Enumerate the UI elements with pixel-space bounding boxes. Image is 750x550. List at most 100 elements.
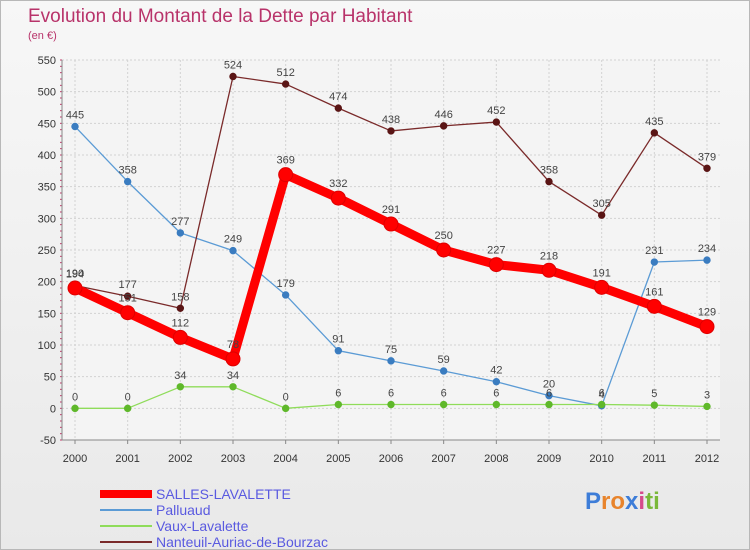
y-tick-label: -50 bbox=[40, 435, 56, 447]
data-label: 250 bbox=[434, 230, 452, 242]
y-tick-label: 450 bbox=[38, 118, 56, 130]
data-point bbox=[387, 357, 395, 365]
data-label: 446 bbox=[434, 109, 452, 121]
data-label: 438 bbox=[382, 114, 400, 126]
data-label: 379 bbox=[698, 151, 716, 163]
data-label: 6 bbox=[335, 388, 341, 400]
data-point bbox=[439, 367, 448, 375]
legend-label: Palluaud bbox=[156, 502, 211, 518]
legend-label: SALLES-LAVALETTE bbox=[156, 486, 291, 502]
data-point bbox=[281, 404, 290, 413]
legend-swatch bbox=[100, 490, 152, 498]
legend-swatch bbox=[100, 525, 152, 527]
data-label: 42 bbox=[490, 365, 502, 377]
y-tick-label: 100 bbox=[38, 340, 56, 352]
data-label: 369 bbox=[276, 155, 294, 167]
logo-letter: x bbox=[625, 488, 639, 515]
data-label: 161 bbox=[645, 286, 663, 298]
data-point bbox=[545, 400, 553, 409]
data-label: 179 bbox=[276, 278, 294, 290]
logo-letter: i bbox=[653, 488, 660, 515]
data-label: 277 bbox=[171, 216, 189, 228]
data-label: 190 bbox=[66, 268, 84, 280]
data-label: 452 bbox=[487, 105, 505, 117]
logo-letter: P bbox=[585, 488, 602, 515]
x-tick-label: 2012 bbox=[695, 453, 719, 465]
data-point bbox=[597, 211, 606, 219]
data-point bbox=[334, 104, 343, 112]
data-label: 218 bbox=[540, 250, 558, 262]
data-point bbox=[699, 319, 715, 335]
data-label: 34 bbox=[174, 370, 186, 382]
data-label: 231 bbox=[645, 245, 663, 257]
data-label: 291 bbox=[382, 204, 400, 216]
data-point bbox=[334, 400, 343, 409]
data-label: 191 bbox=[592, 267, 610, 279]
data-point bbox=[439, 400, 448, 409]
y-tick-label: 150 bbox=[38, 308, 56, 320]
chart-subtitle: (en €) bbox=[28, 30, 57, 42]
data-label: 4 bbox=[599, 389, 605, 401]
data-point bbox=[281, 80, 290, 88]
data-point bbox=[67, 280, 83, 296]
y-tick-label: 0 bbox=[50, 403, 56, 415]
logo-letter: r bbox=[601, 488, 611, 515]
data-label: 6 bbox=[546, 388, 552, 400]
data-point bbox=[71, 404, 79, 413]
data-point bbox=[387, 400, 395, 409]
data-point bbox=[492, 378, 501, 386]
data-label: 305 bbox=[592, 198, 610, 210]
data-label: 0 bbox=[72, 391, 78, 403]
data-point bbox=[594, 279, 610, 295]
data-point bbox=[281, 291, 290, 299]
data-label: 3 bbox=[704, 389, 710, 401]
x-tick-label: 2006 bbox=[379, 453, 403, 465]
proxiti-logo: Proxiti bbox=[585, 488, 660, 516]
data-point bbox=[703, 256, 711, 264]
y-tick-label: 300 bbox=[38, 213, 56, 225]
y-tick-label: 550 bbox=[38, 55, 56, 67]
data-label: 234 bbox=[698, 243, 716, 255]
data-point bbox=[334, 347, 343, 355]
data-point bbox=[176, 229, 185, 237]
x-tick-label: 2002 bbox=[168, 453, 192, 465]
data-label: 91 bbox=[332, 334, 344, 346]
data-label: 332 bbox=[329, 178, 347, 190]
data-label: 78 bbox=[227, 339, 239, 351]
data-label: 75 bbox=[385, 344, 397, 356]
data-point bbox=[123, 404, 132, 413]
data-point bbox=[229, 246, 237, 255]
data-label: 358 bbox=[540, 165, 558, 177]
legend-swatch bbox=[100, 541, 152, 543]
logo-letter: t bbox=[645, 488, 654, 515]
data-point bbox=[545, 177, 553, 186]
x-tick-label: 2008 bbox=[484, 453, 508, 465]
data-point bbox=[650, 258, 659, 266]
data-point bbox=[492, 118, 501, 126]
chart-title: Evolution du Montant de la Dette par Hab… bbox=[28, 6, 413, 27]
x-tick-label: 2009 bbox=[537, 453, 561, 465]
data-point bbox=[123, 292, 132, 300]
logo-letter: i bbox=[638, 488, 646, 515]
data-label: 34 bbox=[227, 370, 239, 382]
legend-label: Vaux-Lavalette bbox=[156, 518, 249, 534]
data-label: 6 bbox=[599, 388, 605, 400]
data-label: 177 bbox=[118, 279, 136, 291]
data-label: 194 bbox=[66, 268, 84, 280]
data-point bbox=[703, 164, 711, 173]
data-point bbox=[225, 351, 241, 367]
data-label: 358 bbox=[118, 165, 136, 177]
data-label: 129 bbox=[698, 307, 716, 319]
x-tick-label: 2001 bbox=[115, 453, 139, 465]
y-tick-label: 500 bbox=[38, 87, 56, 99]
data-point bbox=[650, 401, 659, 409]
data-point bbox=[123, 177, 132, 186]
data-label: 6 bbox=[388, 388, 394, 400]
data-point bbox=[278, 167, 294, 183]
data-point bbox=[176, 383, 185, 391]
data-point bbox=[492, 400, 501, 409]
data-point bbox=[545, 391, 553, 400]
data-label: 112 bbox=[172, 317, 190, 329]
data-label: 445 bbox=[66, 110, 84, 122]
